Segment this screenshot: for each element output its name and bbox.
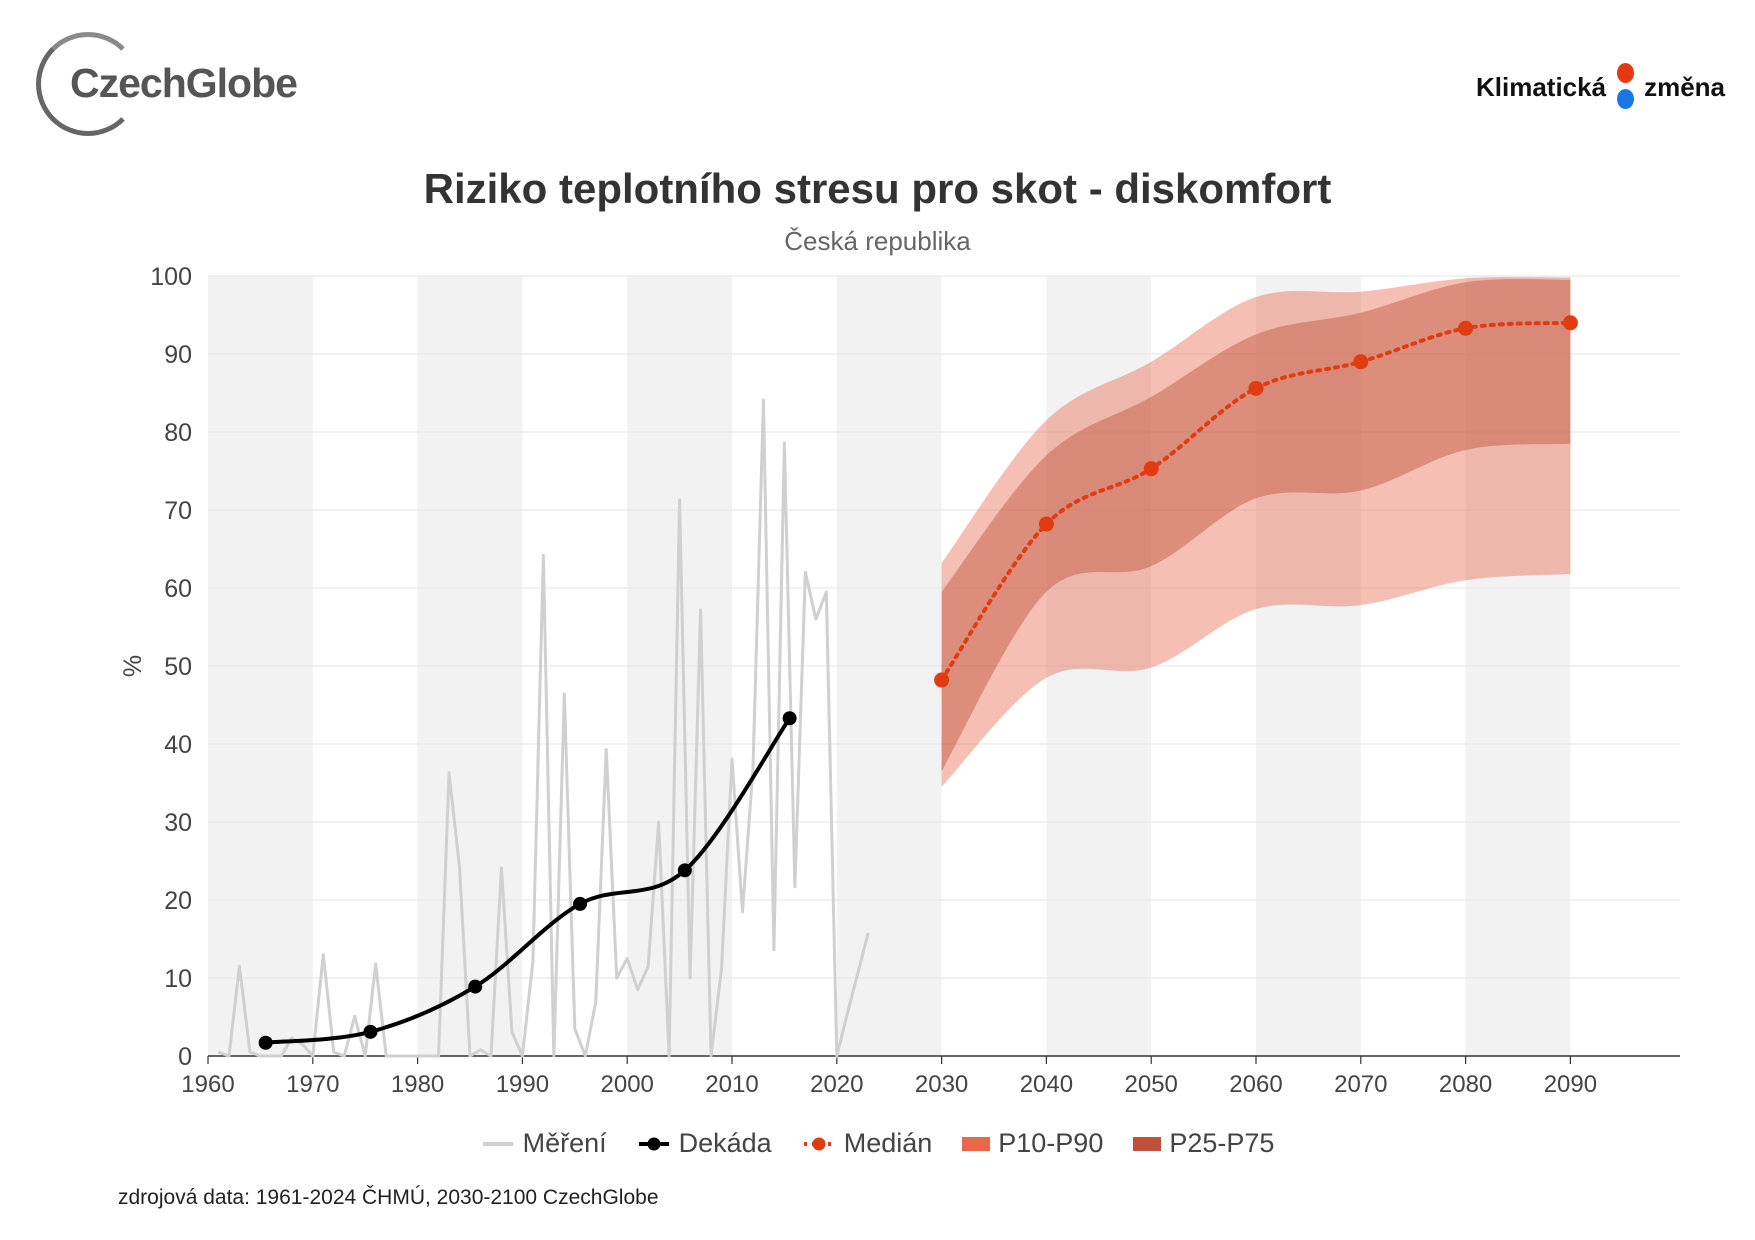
legend-label-median: Medián	[843, 1128, 933, 1158]
legend-item-p10-p90[interactable]: P10-P90	[962, 1128, 1103, 1159]
band-p25-p75	[941, 279, 1571, 772]
czechglobe-logo-text: CzechGlobe	[70, 60, 298, 106]
decade-point	[363, 1024, 378, 1039]
x-tick-label: 1970	[286, 1071, 339, 1098]
blue-drop-icon	[1617, 89, 1635, 109]
decade-point	[573, 896, 588, 911]
legend-label-dekada: Dekáda	[678, 1128, 772, 1158]
x-tick-label: 2050	[1125, 1071, 1178, 1098]
zmena-logo-text: změna	[1644, 71, 1725, 102]
y-axis-label: %	[119, 655, 147, 677]
legend-label-p25-p75: P25-P75	[1169, 1128, 1275, 1158]
legend-item-p25-p75[interactable]: P25-P75	[1133, 1128, 1274, 1159]
x-tick-label: 1960	[181, 1071, 234, 1098]
median-point	[1143, 461, 1159, 477]
klimaticka-zmena-logo: Klimatická změna	[1476, 62, 1725, 112]
measurement-line	[217, 398, 870, 1058]
red-drop-icon	[1617, 63, 1635, 83]
decade-point	[782, 711, 797, 726]
median-point	[934, 672, 950, 688]
chart-title: Riziko teplotního stresu pro skot - disk…	[423, 165, 1332, 212]
x-tick-label: 2010	[705, 1071, 758, 1098]
chart-subtitle: Česká republika	[784, 226, 971, 256]
y-tick-label: 20	[164, 887, 192, 915]
y-tick-label: 10	[164, 965, 192, 993]
median-point	[1353, 354, 1369, 370]
x-tick-label: 2060	[1229, 1071, 1282, 1098]
y-tick-label: 90	[164, 341, 192, 369]
x-tick-label: 2040	[1020, 1071, 1073, 1098]
y-tick-label: 100	[150, 263, 192, 291]
y-tick-label: 30	[164, 809, 192, 837]
drops-icon	[1612, 61, 1638, 113]
czechglobe-ring-icon	[36, 32, 140, 136]
y-tick-label: 60	[164, 575, 192, 603]
klimaticka-logo-text: Klimatická	[1476, 71, 1607, 102]
x-tick-label: 2000	[601, 1071, 654, 1098]
x-tick-label: 2080	[1439, 1071, 1492, 1098]
median-point	[1562, 315, 1578, 331]
y-tick-label: 80	[164, 419, 192, 447]
x-tick-label: 1980	[391, 1071, 444, 1098]
decade-point	[258, 1035, 273, 1050]
source-note: zdrojová data: 1961-2024 ČHMÚ, 2030-2100…	[118, 1186, 659, 1209]
decade-point	[468, 979, 483, 994]
x-tick-label: 2090	[1544, 1071, 1597, 1098]
y-tick-label: 70	[164, 497, 192, 525]
median-point	[1458, 320, 1474, 336]
x-tick-label: 2020	[810, 1071, 863, 1098]
median-point	[1038, 516, 1054, 532]
y-tick-label: 40	[164, 731, 192, 759]
legend-label-p10-p90: P10-P90	[998, 1128, 1104, 1158]
decade-point	[677, 863, 692, 878]
czechglobe-logo: CzechGlobe	[36, 30, 326, 140]
median-point	[1248, 380, 1264, 396]
legend-item-mereni[interactable]: Měření	[481, 1128, 607, 1159]
y-tick-label: 0	[178, 1043, 192, 1071]
legend-item-dekada[interactable]: Dekáda	[637, 1128, 772, 1159]
x-tick-label: 1990	[496, 1071, 549, 1098]
band-p10-p90	[941, 277, 1571, 787]
legend-item-median[interactable]: Medián	[802, 1128, 933, 1159]
x-tick-label: 2030	[915, 1071, 968, 1098]
legend: Měření Dekáda Medián P10-P90 P25-P75	[0, 1128, 1755, 1159]
y-tick-label: 50	[164, 653, 192, 681]
legend-label-mereni: Měření	[522, 1128, 607, 1158]
x-tick-label: 2070	[1334, 1071, 1387, 1098]
